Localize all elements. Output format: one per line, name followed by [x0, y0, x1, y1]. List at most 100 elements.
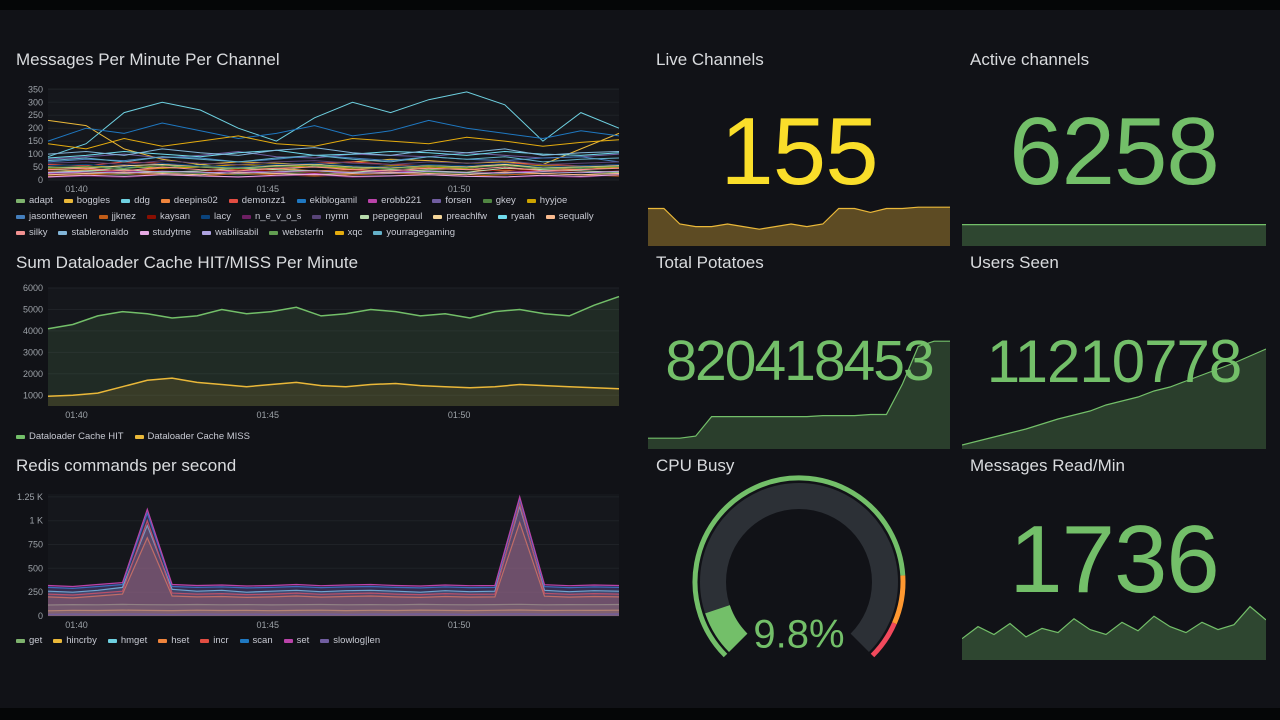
dataloader-legend: Dataloader Cache HIT Dataloader Cache MIS… [16, 430, 627, 443]
svg-text:01:40: 01:40 [65, 410, 88, 420]
legend-item[interactable]: wabilisabil [202, 226, 258, 239]
legend-item[interactable]: adapt [16, 194, 53, 207]
panel-title-messages-read[interactable]: Messages Read/Min [970, 456, 1125, 475]
legend-item[interactable]: lacy [201, 210, 231, 223]
svg-text:50: 50 [33, 162, 43, 172]
legend-item[interactable]: preachlfw [433, 210, 487, 223]
cpu-gauge[interactable]: 9.8% [648, 462, 950, 662]
gauge-svg: 9.8% [692, 475, 906, 658]
legend-item[interactable]: ekiblogamil [296, 194, 357, 207]
legend-item[interactable]: yourragegaming [373, 226, 455, 239]
legend-item[interactable]: hyyjoe [526, 194, 567, 207]
legend-item[interactable]: Dataloader Cache MISS [134, 430, 250, 443]
legend-item[interactable]: hmget [107, 634, 147, 647]
legend-item[interactable]: nymn [312, 210, 349, 223]
svg-text:01:50: 01:50 [448, 184, 471, 194]
legend-item[interactable]: set [283, 634, 309, 647]
legend-item[interactable]: hincrby [53, 634, 97, 647]
panel-title-cpu-busy[interactable]: CPU Busy [656, 456, 735, 475]
panel-cpu-busy: CPU Busy 9.8% [648, 450, 950, 662]
legend-marker [16, 638, 25, 643]
svg-text:3000: 3000 [23, 347, 43, 357]
legend-item[interactable]: boggles [63, 194, 110, 207]
legend-marker [482, 198, 492, 203]
legend-marker [334, 230, 344, 235]
legend-item[interactable]: scan [239, 634, 273, 647]
legend-item[interactable]: incr [200, 634, 229, 647]
legend-item[interactable]: Dataloader Cache HIT [16, 430, 124, 443]
svg-text:01:45: 01:45 [257, 184, 280, 194]
redis-chart[interactable]: 0 250 500 750 1 K 1.25 K 01:40 01:45 01:50 [12, 490, 627, 632]
panel-messages-per-minute: Messages Per Minute Per Channel 0 50 100 15… [8, 44, 635, 248]
legend-item[interactable]: pepegepaul [359, 210, 422, 223]
legend-marker [58, 230, 68, 235]
legend-item[interactable]: gkey [482, 194, 516, 207]
legend-marker [16, 198, 25, 203]
legend-item[interactable]: hset [158, 634, 189, 647]
legend-item[interactable]: xqc [334, 226, 362, 239]
svg-text:01:45: 01:45 [257, 410, 280, 420]
panel-active-channels: Active channels 6258 [962, 44, 1266, 248]
legend-item[interactable]: ryaah [498, 210, 535, 223]
legend-marker [433, 214, 443, 219]
total-potatoes-value: 820418453 [665, 329, 934, 393]
legend-item[interactable]: n_e_v_o_s [241, 210, 301, 223]
panel-title-dataloader[interactable]: Sum Dataloader Cache HIT/MISS Per Minute [16, 253, 359, 272]
live-channels-sparkline [648, 180, 950, 246]
svg-text:0: 0 [38, 611, 43, 621]
panel-messages-read: Messages Read/Min 1736 [961, 450, 1267, 662]
legend-marker [146, 214, 156, 219]
live-channels-value: 155 [720, 98, 878, 205]
legend-marker [107, 638, 117, 643]
panel-redis: Redis commands per second 0 250 500 750 1 K 1… [8, 450, 635, 660]
panel-total-potatoes: Total Potatoes 820418453 [648, 247, 950, 451]
legend-item[interactable]: jasontheween [16, 210, 88, 223]
legend-item[interactable]: stableronaldo [58, 226, 129, 239]
svg-text:250: 250 [28, 587, 43, 597]
legend-item[interactable]: demonzz1 [228, 194, 286, 207]
svg-text:750: 750 [28, 540, 43, 550]
chart-svg [648, 206, 950, 246]
legend-item[interactable]: erobb221 [368, 194, 421, 207]
legend-item[interactable]: deepins02 [160, 194, 218, 207]
legend-marker [526, 198, 536, 203]
panel-title-users-seen[interactable]: Users Seen [970, 253, 1059, 272]
panel-users-seen: Users Seen 11210778 [961, 247, 1267, 451]
legend-item[interactable]: websterfn [269, 226, 324, 239]
messages-legend: adapt boggles ddg deepins02 demonzz1 ekibloga… [16, 194, 627, 239]
legend-marker [432, 198, 442, 203]
messages-chart[interactable]: 0 50 100 150 200 250 300 350 01:40 01:45 01:50 [12, 84, 627, 196]
panel-title-live-channels[interactable]: Live Channels [656, 50, 764, 69]
legend-marker [359, 214, 369, 219]
panel-title-total-potatoes[interactable]: Total Potatoes [656, 253, 764, 272]
legend-marker [121, 198, 131, 203]
legend-marker [98, 214, 108, 219]
panel-title-messages[interactable]: Messages Per Minute Per Channel [16, 50, 280, 69]
legend-marker [16, 214, 25, 219]
users-seen-sparkline [961, 347, 1267, 449]
legend-marker [63, 198, 73, 203]
legend-item[interactable]: kaysan [146, 210, 190, 223]
svg-text:0: 0 [38, 175, 43, 185]
legend-marker [160, 198, 170, 203]
svg-text:250: 250 [28, 110, 43, 120]
legend-marker [158, 638, 168, 643]
legend-marker [498, 214, 508, 219]
redis-legend: get hincrby hmget hset incr scan set slowlog|le… [16, 634, 627, 647]
legend-item[interactable]: forsen [432, 194, 472, 207]
chart-svg [962, 223, 1266, 246]
svg-text:1 K: 1 K [29, 516, 43, 526]
legend-item[interactable]: get [16, 634, 42, 647]
legend-item[interactable]: jjknez [98, 210, 136, 223]
legend-item[interactable]: ddg [121, 194, 150, 207]
legend-item[interactable]: sequally [545, 210, 594, 223]
svg-text:1000: 1000 [23, 390, 43, 400]
legend-item[interactable]: studytme [139, 226, 191, 239]
svg-text:100: 100 [28, 149, 43, 159]
panel-title-redis[interactable]: Redis commands per second [16, 456, 237, 475]
dataloader-chart[interactable]: 1000 2000 3000 4000 5000 6000 01:40 01:45 01:50 [12, 283, 627, 422]
legend-item[interactable]: slowlog|len [320, 634, 380, 647]
legend-marker [16, 434, 25, 439]
legend-item[interactable]: silky [16, 226, 47, 239]
panel-title-active-channels[interactable]: Active channels [970, 50, 1090, 69]
